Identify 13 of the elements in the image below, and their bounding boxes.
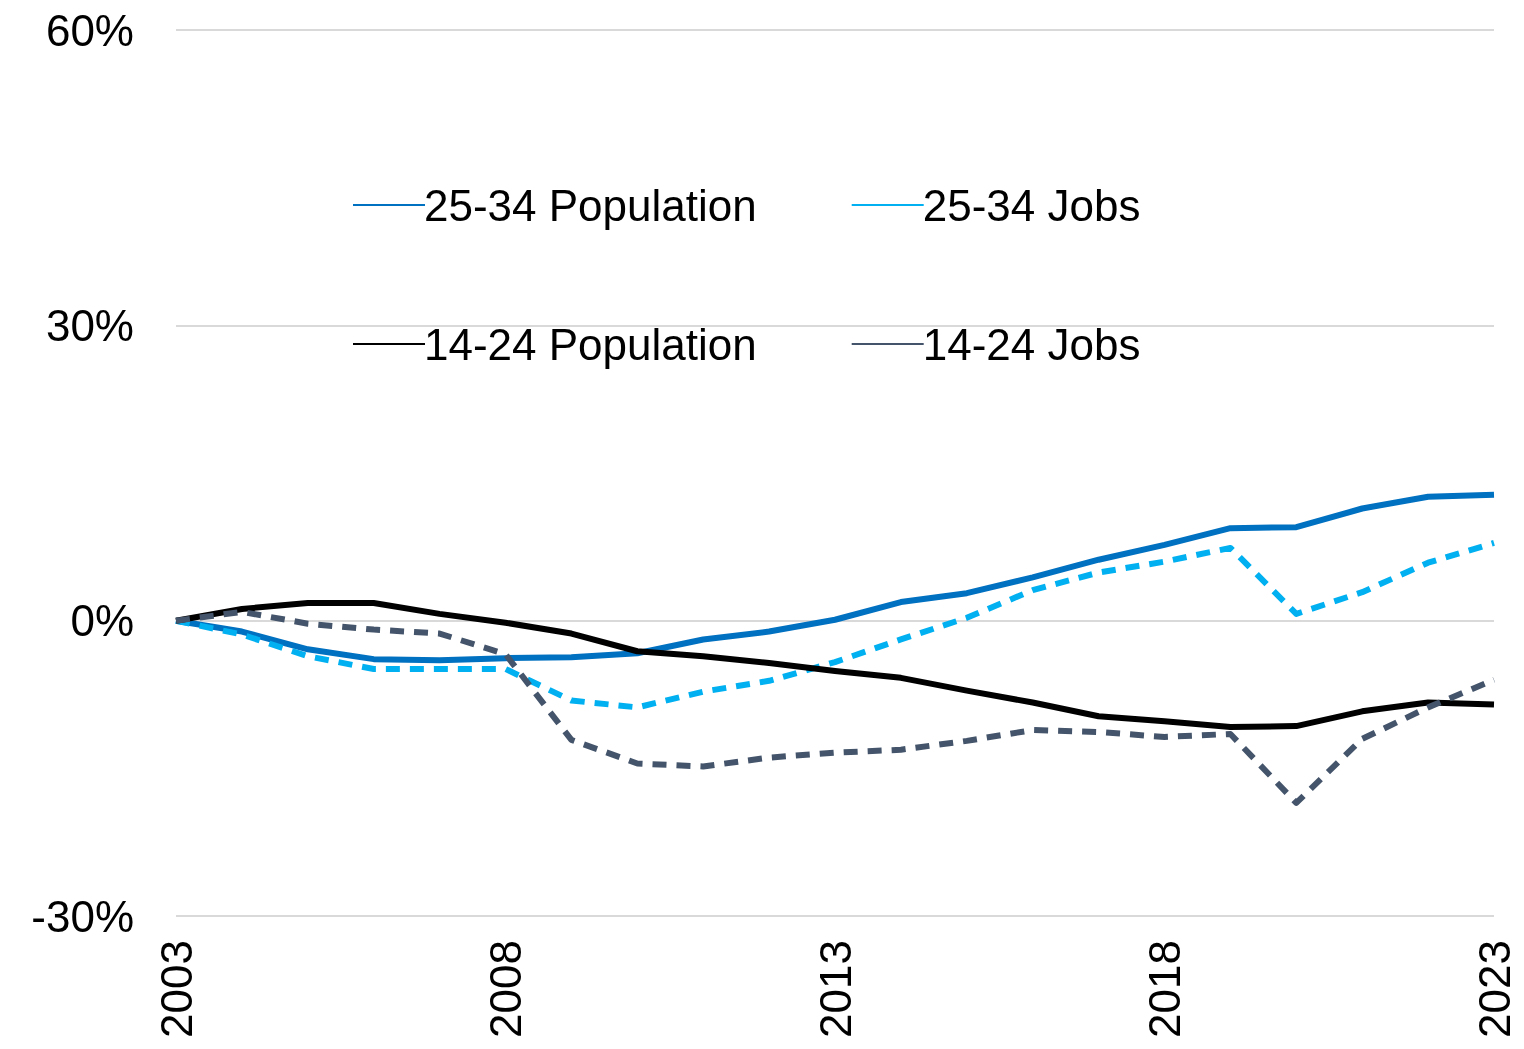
x-tick-label: 2008 <box>481 940 530 1039</box>
y-tick-label: 0% <box>70 596 134 646</box>
y-tick-label: 60% <box>45 5 134 55</box>
legend-label: 14-24 Jobs <box>922 319 1141 369</box>
x-tick-label: 2023 <box>1469 940 1519 1039</box>
x-tick-label: 2013 <box>810 940 860 1039</box>
legend-label: 14-24 Population <box>424 319 757 369</box>
x-tick-label: 2003 <box>151 940 201 1039</box>
x-tick-label: 2018 <box>1140 940 1189 1039</box>
y-tick-label: -30% <box>31 891 134 941</box>
legend-label: 25-34 Jobs <box>922 180 1141 230</box>
y-tick-label: 30% <box>45 300 134 350</box>
legend-label: 25-34 Population <box>424 180 757 230</box>
